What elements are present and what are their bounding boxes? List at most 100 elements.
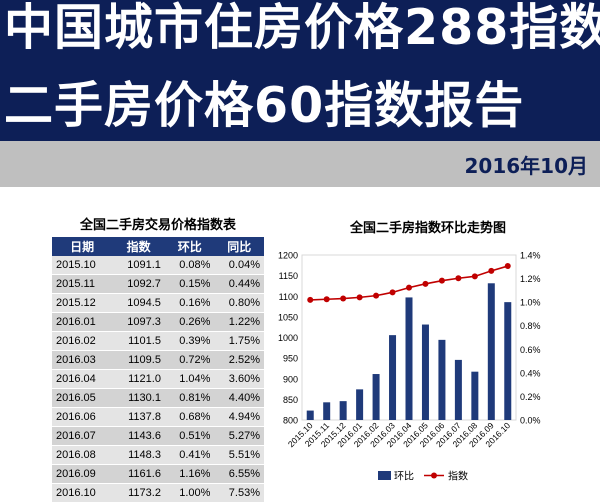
legend-line-label: 指数 (448, 470, 468, 483)
cell-mom: 0.15% (164, 274, 215, 294)
y-left-tick-label: 1200 (278, 251, 298, 261)
index-table: 日期 指数 环比 同比 2015.10 1091.1 0.08% 0.04% 2015.… (52, 237, 264, 503)
trend-chart: 800 850 900 950 1000 1050 1100 1150 1200 0.0% 0.2%… (278, 251, 541, 483)
cell-index: 1137.8 (112, 407, 165, 427)
y-left-tick-label: 1100 (279, 292, 298, 302)
cell-mom: 0.72% (164, 350, 215, 370)
cell-yoy: 0.80% (214, 293, 264, 313)
cell-mom: 0.26% (164, 312, 215, 332)
y-left-tick-label: 850 (283, 395, 298, 405)
cell-index: 1109.5 (112, 350, 165, 370)
cell-yoy: 0.04% (214, 256, 264, 275)
y-right-tick-label: 1.4% (520, 251, 541, 261)
y-left-tick-label: 1150 (279, 271, 298, 281)
column-header-date: 日期 (52, 237, 113, 256)
y-left-tick-label: 1000 (278, 333, 298, 343)
y-right-tick-label: 0.4% (520, 368, 541, 378)
index-point (307, 296, 314, 303)
cell-index: 1101.5 (112, 331, 165, 351)
table-row: 2016.08 1148.3 0.41% 5.51% (52, 445, 264, 465)
cell-index: 1094.5 (112, 293, 165, 313)
index-line (310, 265, 508, 301)
cell-index: 1091.1 (112, 256, 165, 275)
trend-chart-panel: 全国二手房指数环比走势图 800 850 900 950 1000 1050 1100 115… (272, 212, 584, 490)
y-right-tick-label: 0.6% (520, 345, 541, 355)
bar-mom (454, 359, 462, 420)
table-title: 全国二手房交易价格指数表 (79, 218, 236, 233)
table-header-row: 日期 指数 环比 同比 (52, 237, 264, 256)
table-row: 2015.10 1091.1 0.08% 0.04% (52, 256, 264, 275)
legend-bar-swatch (378, 471, 391, 480)
index-point (406, 284, 412, 291)
index-point (389, 289, 396, 296)
cell-date: 2016.01 (52, 312, 113, 332)
cell-mom: 0.81% (164, 388, 215, 408)
cell-index: 1143.6 (112, 426, 165, 446)
cell-date: 2015.12 (52, 293, 113, 313)
index-point (438, 277, 445, 284)
cell-yoy: 0.44% (214, 274, 264, 294)
index-point (323, 296, 330, 303)
y-right-tick-label: 0.8% (520, 321, 541, 331)
report-date: 2016年10月 (464, 154, 589, 178)
cell-mom: 0.08% (164, 256, 215, 275)
column-header-yoy: 同比 (214, 237, 264, 256)
cell-mom: 1.16% (164, 464, 215, 484)
cell-index: 1148.3 (112, 445, 165, 465)
column-header-mom: 环比 (164, 237, 215, 256)
cell-index: 1092.7 (112, 274, 165, 294)
cell-index: 1097.3 (112, 312, 165, 332)
cell-yoy: 3.60% (214, 369, 264, 389)
chart-title: 全国二手房指数环比走势图 (349, 221, 506, 236)
cell-index: 1130.1 (112, 388, 165, 408)
bar-mom (504, 302, 512, 420)
table-row: 2016.09 1161.6 1.16% 6.55% (52, 464, 264, 484)
cell-date: 2016.06 (52, 407, 113, 427)
index-point (455, 275, 462, 282)
cell-date: 2016.08 (52, 445, 113, 465)
table-row: 2016.07 1143.6 0.51% 5.27% (52, 426, 264, 446)
cell-mom: 0.68% (164, 407, 215, 427)
cell-date: 2016.02 (52, 331, 113, 351)
table-row: 2016.10 1173.2 1.00% 7.53% (52, 483, 264, 503)
table-row: 2015.12 1094.5 0.16% 0.80% (52, 293, 264, 313)
header-banner: 中国城市住房价格288指数 二手房价格60指数报告 (0, 0, 600, 141)
bar-mom (438, 339, 446, 420)
bar-mom (487, 283, 495, 420)
cell-yoy: 1.22% (214, 312, 264, 332)
index-point (488, 267, 495, 274)
index-point (504, 263, 511, 270)
index-point (340, 295, 347, 302)
bar-mom (339, 401, 347, 420)
bar-mom (306, 410, 314, 420)
y-left-tick-label: 1050 (278, 312, 298, 322)
legend-line-marker (431, 472, 437, 479)
cell-date: 2016.07 (52, 426, 113, 446)
y-right-tick-label: 1.0% (520, 298, 541, 308)
index-point (373, 292, 380, 299)
bar-mom (389, 335, 397, 420)
y-left-tick-label: 800 (283, 416, 298, 426)
cell-yoy: 5.27% (214, 426, 264, 446)
index-point (422, 280, 429, 287)
cell-yoy: 6.55% (214, 464, 264, 484)
index-point (356, 294, 363, 301)
table-row: 2016.03 1109.5 0.72% 2.52% (52, 350, 264, 370)
report-title-line1: 中国城市住房价格288指数 (4, 0, 600, 56)
cell-index: 1121.0 (112, 369, 165, 389)
index-point (471, 273, 478, 280)
cell-yoy: 5.51% (214, 445, 264, 465)
cell-index: 1173.2 (112, 483, 165, 503)
table-row: 2016.02 1101.5 0.39% 1.75% (52, 331, 264, 351)
cell-yoy: 2.52% (214, 350, 264, 370)
index-table-panel: 全国二手房交易价格指数表 日期 指数 环比 同比 2015.10 1091.1 0.… (52, 215, 264, 503)
cell-mom: 0.39% (164, 331, 215, 351)
table-row: 2016.05 1130.1 0.81% 4.40% (52, 388, 264, 408)
table-row: 2016.06 1137.8 0.68% 4.94% (52, 407, 264, 427)
cell-mom: 0.41% (164, 445, 215, 465)
cell-yoy: 4.40% (214, 388, 264, 408)
table-row: 2016.04 1121.0 1.04% 3.60% (52, 369, 264, 389)
cell-yoy: 7.53% (214, 483, 264, 503)
y-left-tick-label: 950 (283, 354, 298, 364)
cell-index: 1161.6 (112, 464, 165, 484)
